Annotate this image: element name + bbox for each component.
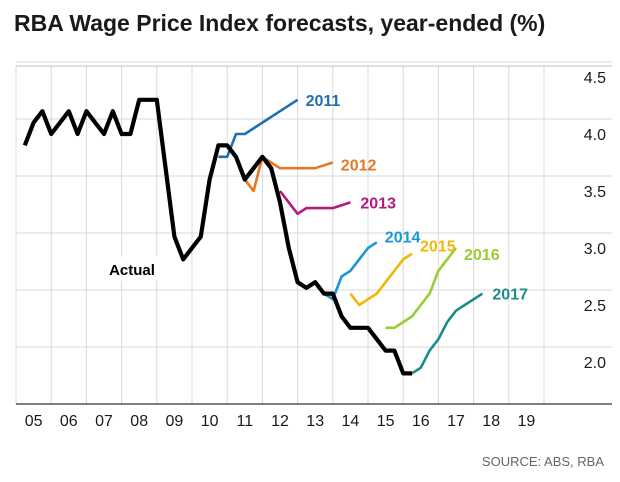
actual-label-bg xyxy=(100,256,164,281)
x-tick-label: 17 xyxy=(447,413,465,430)
x-tick-label: 08 xyxy=(130,413,148,430)
y-tick-label: 3.5 xyxy=(584,184,606,201)
x-tick-label: 07 xyxy=(95,413,113,430)
actual-label: Actual xyxy=(109,262,155,279)
x-tick-label: 05 xyxy=(25,413,43,430)
series-label-2014: 2014 xyxy=(385,229,421,246)
chart-source: SOURCE: ABS, RBA xyxy=(481,454,604,469)
series-label-2016: 2016 xyxy=(464,247,500,264)
x-tick-label: 11 xyxy=(236,413,253,430)
grid-layer xyxy=(15,61,612,405)
chart-title: RBA Wage Price Index forecasts, year-end… xyxy=(14,10,546,36)
x-tick-label: 16 xyxy=(412,413,430,430)
series-label-2011: 2011 xyxy=(306,93,341,110)
series-layer xyxy=(22,97,484,376)
x-tick-label: 12 xyxy=(271,413,289,430)
y-tick-label: 4.5 xyxy=(584,70,606,87)
x-tick-label: 09 xyxy=(166,413,184,430)
axis-layer: 2.0 2.5 3.0 3.5 4.0 4.5 05 06 07 08 09 10 11 12 13 14 15… xyxy=(25,70,606,430)
forecast-line-2016 xyxy=(385,247,458,330)
series-label-2013: 2013 xyxy=(360,195,396,212)
x-tick-label: 14 xyxy=(342,413,360,430)
forecast-line-2011 xyxy=(218,98,299,159)
y-tick-label: 3.0 xyxy=(584,241,606,258)
forecast-line-2017 xyxy=(411,292,484,375)
x-tick-label: 19 xyxy=(518,413,536,430)
forecast-line-2012 xyxy=(243,155,334,193)
forecast-line-2013 xyxy=(278,190,351,216)
x-tick-label: 18 xyxy=(482,413,500,430)
x-tick-label: 15 xyxy=(377,413,395,430)
x-tick-label: 10 xyxy=(201,413,219,430)
series-label-2015: 2015 xyxy=(420,239,456,256)
actual-line xyxy=(22,97,412,376)
series-label-2017: 2017 xyxy=(492,287,528,304)
series-label-2012: 2012 xyxy=(341,158,377,175)
y-tick-label: 4.0 xyxy=(584,127,606,144)
y-tick-label: 2.5 xyxy=(584,298,606,315)
y-tick-label: 2.0 xyxy=(584,355,606,372)
forecast-line-2015 xyxy=(349,252,413,307)
x-tick-label: 06 xyxy=(60,413,78,430)
x-tick-label: 13 xyxy=(306,413,324,430)
